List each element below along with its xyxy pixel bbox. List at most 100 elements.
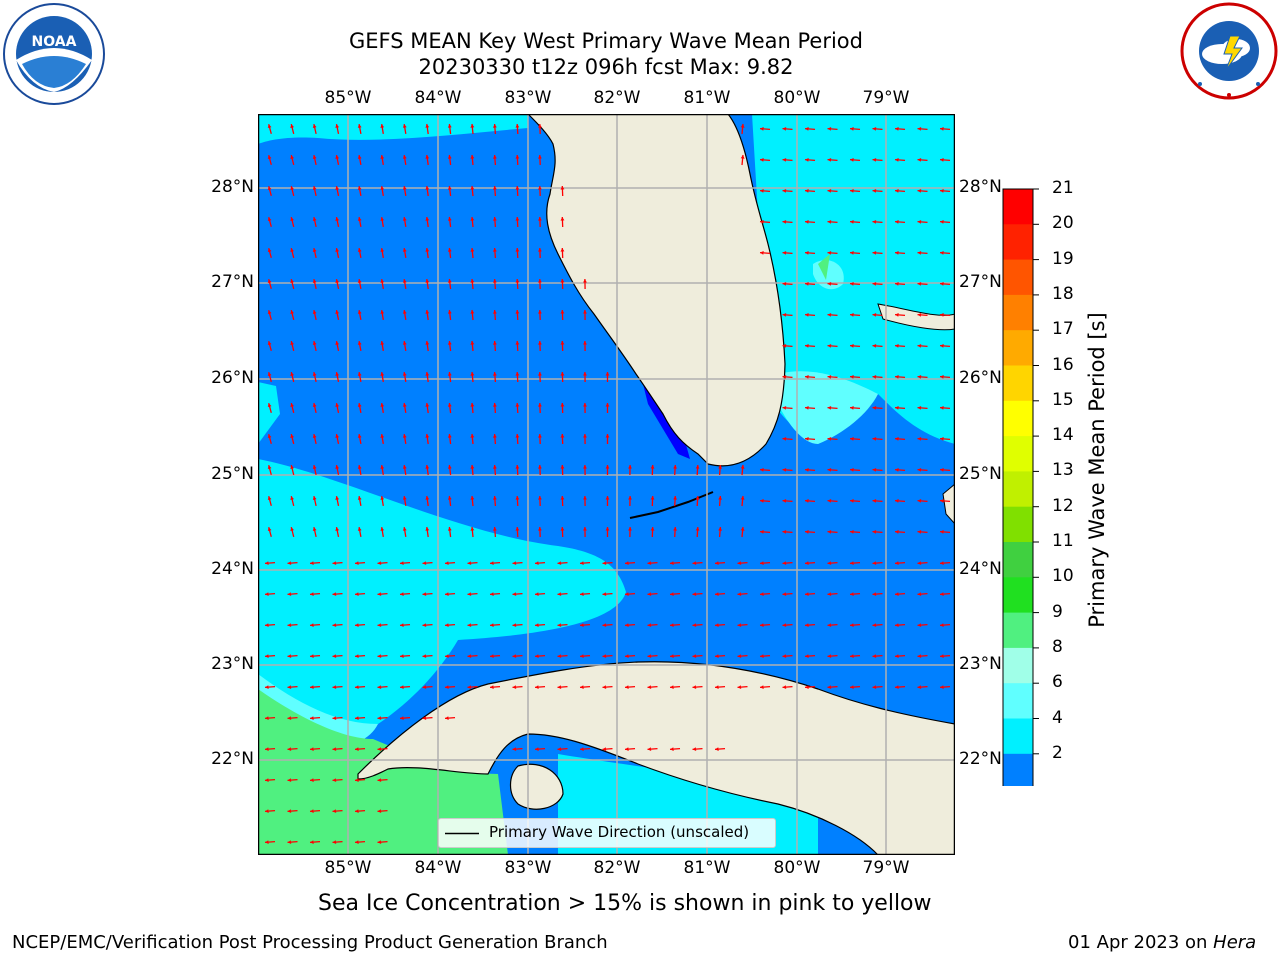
wave-arrow-head bbox=[377, 654, 382, 658]
wave-arrow-head bbox=[538, 310, 542, 314]
wave-arrow-head bbox=[422, 623, 427, 627]
wave-arrow-head bbox=[740, 527, 745, 531]
wave-arrow-head bbox=[805, 282, 809, 286]
wave-arrow-head bbox=[895, 158, 899, 162]
wave-arrow-head bbox=[940, 313, 944, 317]
wave-arrow-head bbox=[583, 403, 587, 407]
wave-arrow-head bbox=[715, 561, 719, 565]
wave-arrow-head bbox=[872, 251, 877, 255]
wave-arrow-head bbox=[917, 499, 922, 503]
wave-arrow-head bbox=[312, 186, 317, 190]
wave-arrow-head bbox=[782, 592, 787, 596]
wave-arrow-head bbox=[872, 189, 877, 193]
wave-arrow-head bbox=[827, 530, 832, 534]
wave-arrow-head bbox=[625, 623, 629, 627]
wave-arrow-head bbox=[805, 189, 809, 193]
wave-arrow-head bbox=[470, 434, 475, 438]
wave-arrow-head bbox=[402, 186, 407, 190]
lat-label-left: 22°N bbox=[211, 749, 254, 769]
wave-arrow-head bbox=[267, 279, 272, 283]
wave-arrow-head bbox=[422, 592, 427, 596]
wave-arrow-head bbox=[380, 186, 385, 190]
lon-label-top: 85°W bbox=[324, 88, 372, 108]
wave-arrow-head bbox=[332, 778, 337, 782]
wave-arrow-head bbox=[380, 465, 385, 469]
map-frame bbox=[258, 114, 955, 855]
lon-label-top: 84°W bbox=[414, 88, 462, 108]
lon-label-top: 82°W bbox=[593, 88, 641, 108]
wave-arrow-head bbox=[287, 840, 292, 844]
wave-arrow-head bbox=[402, 496, 407, 500]
wave-arrow-head bbox=[850, 189, 854, 193]
wave-arrow-head bbox=[917, 158, 922, 162]
wave-arrow-head bbox=[355, 840, 359, 844]
wave-arrow-head bbox=[740, 496, 745, 500]
colorbar-segment bbox=[1003, 718, 1033, 755]
wave-arrow-head bbox=[827, 406, 832, 410]
wave-arrow-head bbox=[580, 654, 584, 658]
wave-arrow-head bbox=[827, 127, 832, 131]
wave-arrow-head bbox=[538, 496, 542, 500]
wave-arrow-head bbox=[760, 189, 764, 193]
wave-arrow-head bbox=[538, 527, 542, 531]
wave-arrow-head bbox=[355, 623, 359, 627]
florida-land bbox=[527, 114, 786, 467]
lat-label-right: 27°N bbox=[959, 272, 1002, 292]
wave-arrow-head bbox=[805, 499, 809, 503]
wave-arrow-head bbox=[917, 344, 922, 348]
wave-direction-arrows bbox=[264, 123, 951, 844]
wave-arrow-head bbox=[940, 468, 944, 472]
lat-label-left: 26°N bbox=[211, 368, 254, 388]
wave-arrow-head bbox=[850, 530, 854, 534]
wave-arrow-head bbox=[335, 434, 340, 438]
wave-arrow-head bbox=[695, 527, 700, 531]
wave-arrow-head bbox=[737, 592, 742, 596]
wave-arrow-head bbox=[493, 155, 497, 159]
wave-arrow-head bbox=[602, 592, 607, 596]
wave-arrow-head bbox=[670, 654, 674, 658]
wave-arrow-head bbox=[940, 530, 944, 534]
lon-label-bottom: 84°W bbox=[414, 858, 462, 878]
wave-arrow-head bbox=[805, 406, 809, 410]
wave-arrow-head bbox=[400, 623, 404, 627]
wave-arrow-head bbox=[380, 310, 385, 314]
wave-arrow-head bbox=[805, 127, 809, 131]
wave-arrow-head bbox=[355, 716, 359, 720]
wave-arrow-head bbox=[673, 527, 677, 531]
wave-arrow-head bbox=[265, 561, 269, 565]
wave-arrow-head bbox=[425, 217, 430, 221]
wave-arrow-head bbox=[265, 716, 269, 720]
wave-arrow-head bbox=[718, 465, 722, 469]
lat-label-right: 22°N bbox=[959, 749, 1002, 769]
colorbar-tick-label: 19 bbox=[1052, 248, 1074, 269]
colorbar-tick-label: 8 bbox=[1052, 636, 1063, 657]
wave-arrow-head bbox=[357, 248, 362, 252]
wave-arrow-head bbox=[602, 654, 607, 658]
wave-arrow-head bbox=[445, 685, 449, 689]
wave-arrow-head bbox=[692, 561, 697, 565]
colorbar-tick-label: 14 bbox=[1052, 425, 1074, 446]
wave-arrow-head bbox=[515, 527, 520, 531]
wave-arrow-head bbox=[447, 403, 452, 407]
wave-arrow-head bbox=[287, 747, 292, 751]
wave-arrow-head bbox=[470, 372, 475, 376]
wave-arrow-head bbox=[650, 527, 655, 531]
sea-ice-note: Sea Ice Concentration > 15% is shown in … bbox=[318, 891, 932, 916]
wave-arrow-head bbox=[872, 344, 877, 348]
wave-arrow-head bbox=[357, 496, 362, 500]
wave-arrow-head bbox=[267, 217, 272, 221]
lon-label-top: 79°W bbox=[862, 88, 910, 108]
wave-arrow-head bbox=[515, 279, 520, 283]
wave-arrow-head bbox=[267, 527, 272, 531]
wave-arrow-head bbox=[805, 654, 809, 658]
wave-arrow-head bbox=[560, 496, 565, 500]
wave-arrow-head bbox=[760, 530, 764, 534]
wave-arrow-head bbox=[647, 685, 652, 689]
wave-arrow-head bbox=[267, 496, 272, 500]
wave-arrow-head bbox=[335, 279, 340, 283]
noaa-logo-text: NOAA bbox=[32, 34, 77, 50]
wave-arrow-head bbox=[917, 127, 922, 131]
wave-arrow-head bbox=[940, 592, 944, 596]
wave-arrow-head bbox=[470, 124, 475, 128]
wave-arrow-head bbox=[895, 375, 899, 379]
